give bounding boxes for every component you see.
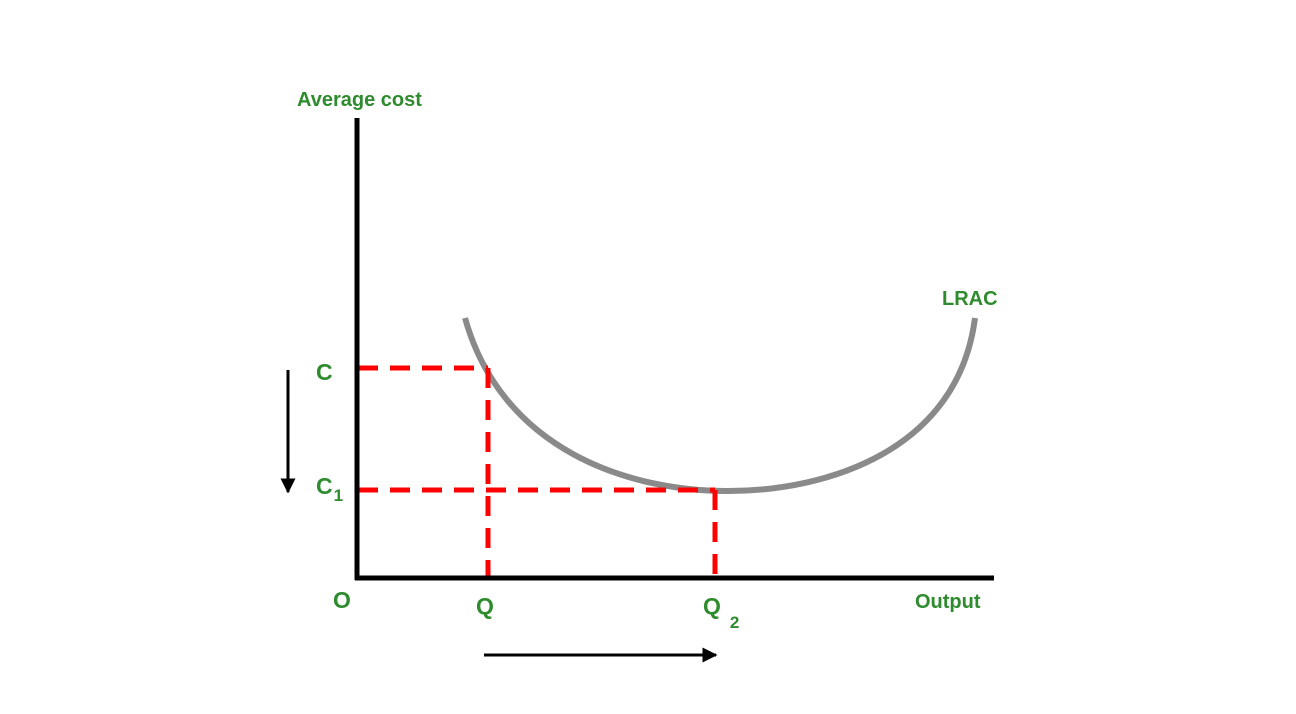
- c1-label-base: C: [316, 473, 333, 499]
- x-axis-label: Output: [915, 591, 981, 613]
- c1-label: C1: [316, 473, 343, 505]
- q-label: Q: [476, 593, 494, 619]
- origin-label: O: [333, 587, 351, 613]
- lrac-label: LRAC: [942, 288, 998, 310]
- c-label: C: [316, 359, 333, 385]
- c1-label-subscript: 1: [334, 486, 343, 505]
- q2-label: Q2: [703, 593, 739, 632]
- lrac-curve: [462, 317, 978, 495]
- guide-lines: [358, 365, 718, 578]
- q2-label-subscript: 2: [730, 613, 739, 632]
- y-axis-label: Average cost: [297, 89, 422, 111]
- q2-label-base: Q: [703, 593, 721, 619]
